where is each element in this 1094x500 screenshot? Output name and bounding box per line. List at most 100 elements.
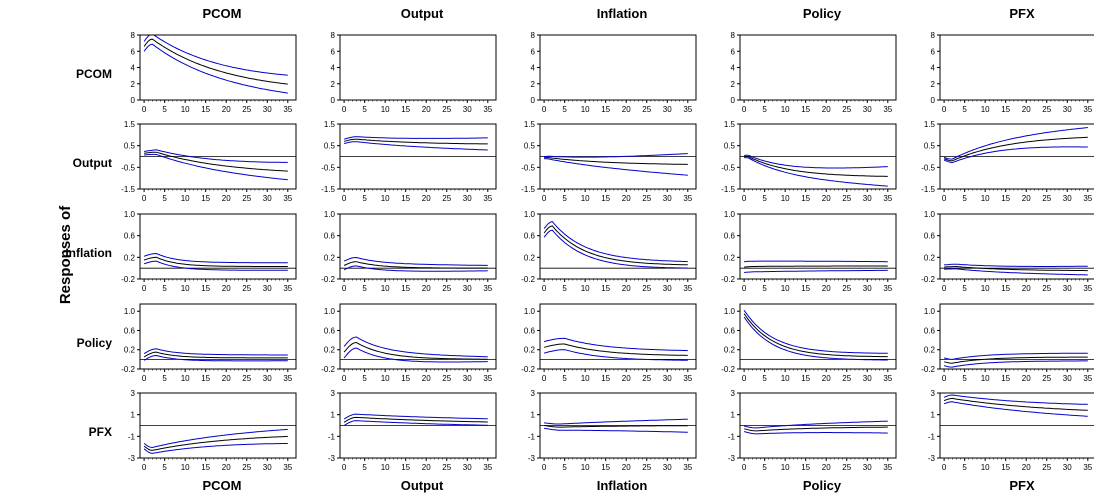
x-tick-label: 30 — [863, 284, 872, 293]
x-tick-label: 25 — [442, 194, 451, 203]
x-tick-label: 35 — [883, 194, 892, 203]
x-tick-label: 5 — [762, 194, 767, 203]
y-tick-label: 1.0 — [524, 307, 536, 316]
response-line — [544, 157, 688, 165]
panel-frame — [539, 213, 697, 280]
panel-frame — [539, 34, 697, 101]
panel-policy-to-pfx: -0.2 0.2 0.6 1.0 0 5 10 15 20 25 30 35 — [921, 303, 1094, 383]
series-group — [544, 153, 688, 176]
y-tick-label: 3 — [331, 389, 336, 398]
x-tick-label: 5 — [162, 194, 167, 203]
x-tick-label: 0 — [942, 374, 947, 383]
lower-band-line — [544, 427, 688, 433]
panel-output-to-inflation: -1.5 -0.5 0.5 1.5 0 5 10 15 20 25 30 35 — [521, 120, 697, 203]
y-tick-label: 4 — [731, 64, 736, 73]
series-group — [943, 394, 1088, 417]
shock-footer-policy: Policy — [803, 478, 842, 493]
x-tick-label: 20 — [822, 463, 831, 472]
x-tick-label: 25 — [242, 374, 251, 383]
upper-band-line — [144, 149, 288, 163]
y-tick-label: 1.5 — [724, 120, 736, 129]
x-tick-label: 20 — [1022, 284, 1031, 293]
y-tick-label: 0.5 — [524, 142, 536, 151]
x-tick-label: 10 — [581, 105, 590, 114]
series-group — [744, 260, 888, 273]
panel-policy-to-inflation: -0.2 0.2 0.6 1.0 0 5 10 15 20 25 30 35 — [521, 303, 697, 383]
x-tick-label: 5 — [962, 105, 967, 114]
y-tick-label: 1.0 — [524, 210, 536, 219]
y-tick-label: 0.6 — [324, 232, 336, 241]
y-tick-label: 2 — [931, 80, 936, 89]
panel-pcom-to-policy: 0 2 4 6 8 0 5 10 15 20 25 30 35 — [731, 31, 897, 114]
x-tick-label: 0 — [742, 374, 747, 383]
y-tick-label: 3 — [531, 389, 536, 398]
y-tick-label: 1.5 — [924, 120, 936, 129]
x-tick-label: 0 — [342, 194, 347, 203]
response-line — [744, 156, 888, 177]
x-tick-label: 5 — [162, 374, 167, 383]
x-tick-label: 5 — [362, 463, 367, 472]
x-tick-label: 0 — [942, 194, 947, 203]
x-tick-label: 25 — [842, 284, 851, 293]
x-tick-label: 35 — [683, 194, 692, 203]
x-tick-label: 25 — [442, 374, 451, 383]
x-tick-label: 0 — [742, 284, 747, 293]
y-tick-label: -1.5 — [321, 185, 335, 194]
x-tick-label: 15 — [201, 284, 210, 293]
y-tick-label: 2 — [731, 80, 736, 89]
lower-band-line — [143, 43, 288, 94]
x-tick-label: 15 — [201, 463, 210, 472]
panel-inflation-to-pfx: -0.2 0.2 0.6 1.0 0 5 10 15 20 25 30 35 — [921, 210, 1094, 293]
x-tick-label: 10 — [581, 284, 590, 293]
shock-footer-pcom: PCOM — [203, 478, 242, 493]
x-tick-label: 15 — [1001, 284, 1010, 293]
y-tick-label: 1.5 — [324, 120, 336, 129]
response-line — [143, 351, 288, 359]
x-tick-label: 5 — [962, 463, 967, 472]
y-tick-label: 0.6 — [124, 326, 136, 335]
x-tick-label: 35 — [1083, 463, 1092, 472]
x-tick-label: 5 — [562, 284, 567, 293]
response-line — [343, 138, 488, 145]
x-tick-label: 0 — [142, 463, 147, 472]
lower-band-line — [943, 401, 1088, 417]
upper-band-line — [143, 428, 288, 449]
x-tick-label: 20 — [422, 463, 431, 472]
x-tick-label: 30 — [863, 194, 872, 203]
lower-band-line — [343, 265, 488, 272]
upper-band-line — [943, 127, 1088, 160]
response-label-inflation: Inflation — [65, 246, 112, 260]
y-tick-label: 0.5 — [924, 142, 936, 151]
x-tick-label: 35 — [1083, 194, 1092, 203]
y-tick-label: -0.2 — [121, 275, 135, 284]
x-tick-label: 20 — [622, 284, 631, 293]
x-tick-label: 15 — [801, 463, 810, 472]
x-tick-label: 0 — [342, 374, 347, 383]
x-tick-label: 0 — [542, 463, 547, 472]
y-tick-label: -1 — [928, 432, 936, 441]
x-tick-label: 10 — [381, 374, 390, 383]
x-tick-label: 30 — [263, 105, 272, 114]
x-tick-label: 10 — [781, 374, 790, 383]
x-tick-label: 0 — [342, 284, 347, 293]
lower-band-line — [143, 443, 288, 454]
panel-output-to-pcom: -1.5 -0.5 0.5 1.5 0 5 10 15 20 25 30 35 — [121, 120, 297, 203]
y-tick-label: 0.2 — [924, 346, 936, 355]
y-tick-label: 6 — [731, 47, 736, 56]
series-group — [544, 418, 688, 433]
y-tick-label: -0.5 — [721, 163, 735, 172]
y-tick-label: -1.5 — [921, 185, 935, 194]
panel-pcom-to-pfx: 0 2 4 6 8 0 5 10 15 20 25 30 35 — [931, 31, 1094, 114]
x-tick-label: 10 — [981, 105, 990, 114]
y-tick-label: 8 — [731, 31, 736, 40]
x-tick-label: 0 — [742, 105, 747, 114]
y-tick-label: -0.2 — [921, 365, 935, 374]
y-tick-label: 8 — [531, 31, 536, 40]
upper-band-line — [743, 310, 888, 354]
upper-band-line — [343, 136, 488, 140]
x-tick-label: 20 — [622, 105, 631, 114]
y-tick-label: 1.0 — [324, 210, 336, 219]
x-tick-label: 35 — [483, 284, 492, 293]
shock-headers-top: PCOM Output Inflation Policy PFX — [203, 6, 1035, 21]
